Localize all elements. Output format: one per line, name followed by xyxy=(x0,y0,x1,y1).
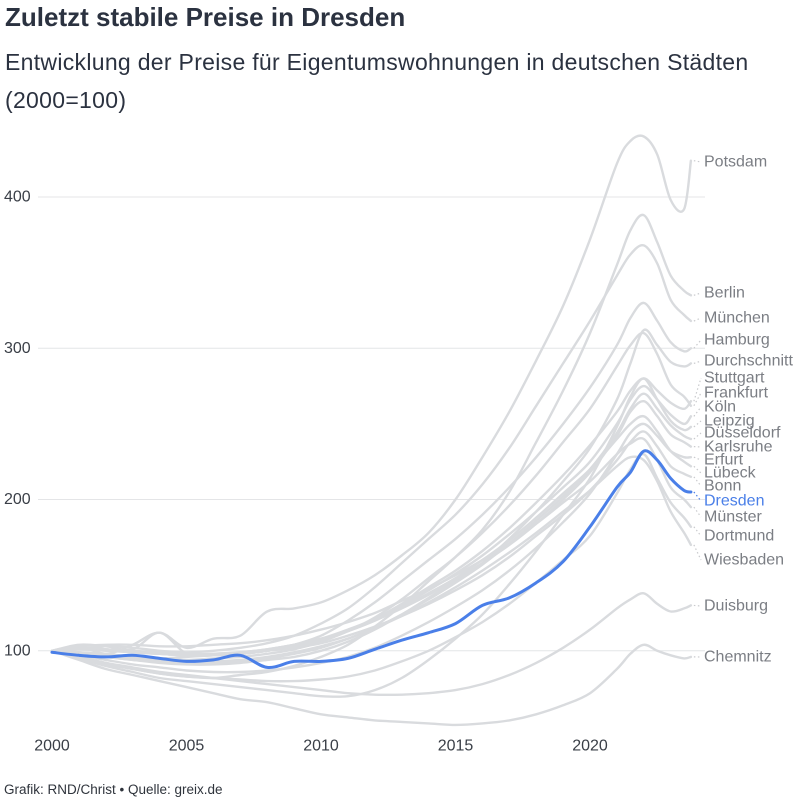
series-line-duesseldorf xyxy=(50,392,693,665)
label-leader-frankfurt xyxy=(693,392,702,407)
series-label-koeln: Köln xyxy=(704,399,736,416)
series-label-muenchen: München xyxy=(704,310,770,327)
series-line-potsdam xyxy=(50,134,693,656)
label-leader-luebeck xyxy=(693,465,702,474)
series-line-karlsruhe xyxy=(50,399,693,656)
label-leader-stuttgart xyxy=(693,377,702,402)
series-label-stuttgart: Stuttgart xyxy=(704,370,765,387)
series-label-wiesbaden: Wiesbaden xyxy=(704,552,784,569)
series-line-hamburg xyxy=(50,301,693,660)
series-labels: Potsdam Berlin München Hamburg DurchschnittS… xyxy=(704,154,793,666)
chart-subtitle: Entwicklung der Preise für Eigentumswohn… xyxy=(5,49,749,113)
series-lines xyxy=(50,134,693,727)
x-axis-labels: 2000 2005 2010 2015 2020 xyxy=(34,738,608,755)
series-label-erfurt: Erfurt xyxy=(704,452,744,469)
series-label-berlin: Berlin xyxy=(704,285,745,302)
series-label-karlsruhe: Karlsruhe xyxy=(704,439,773,456)
series-label-duisburg: Duisburg xyxy=(704,598,768,615)
series-line-berlin xyxy=(50,213,693,680)
y-tick-label: 400 xyxy=(4,189,31,206)
series-line-luebeck xyxy=(50,414,693,658)
series-line-leipzig xyxy=(50,377,693,698)
label-leader-koeln xyxy=(693,406,702,417)
label-leader-muenchen xyxy=(693,317,702,322)
series-label-bonn: Bonn xyxy=(704,478,741,495)
series-label-frankfurt: Frankfurt xyxy=(704,385,769,402)
label-leader-berlin xyxy=(693,292,702,296)
series-line-duisburg xyxy=(50,592,693,697)
chart-title: Zuletzt stabile Preise in Dresden xyxy=(5,2,406,32)
source-footer: Grafik: RND/Christ • Quelle: greix.de xyxy=(4,782,223,797)
x-tick-label: 2020 xyxy=(572,738,608,755)
series-line-muenster xyxy=(50,437,693,652)
label-leader-bonn xyxy=(693,476,702,487)
series-label-durchschnitt: Durchschnitt xyxy=(704,353,793,370)
series-label-dresden: Dresden xyxy=(704,493,764,510)
label-leader-dortmund xyxy=(693,526,702,537)
label-leaders xyxy=(693,160,702,658)
label-leader-potsdam xyxy=(693,160,702,163)
series-line-muenchen xyxy=(50,243,693,654)
label-leader-erfurt xyxy=(693,456,702,461)
y-axis-labels: 100 200 300 400 xyxy=(4,189,31,660)
series-label-dortmund: Dortmund xyxy=(704,528,774,545)
series-line-erfurt xyxy=(50,422,693,674)
y-tick-label: 300 xyxy=(4,340,31,357)
series-line-chemnitz xyxy=(50,643,693,727)
series-line-dresden xyxy=(50,449,693,669)
label-leader-hamburg xyxy=(693,339,702,349)
x-tick-label: 2010 xyxy=(303,738,339,755)
label-leader-leipzig xyxy=(693,420,702,428)
x-tick-label: 2005 xyxy=(169,738,205,755)
series-label-luebeck: Lübeck xyxy=(704,465,757,482)
label-leader-durchschnitt xyxy=(693,360,702,364)
label-leader-duisburg xyxy=(693,604,702,607)
series-label-potsdam: Potsdam xyxy=(704,154,767,171)
series-label-leipzig: Leipzig xyxy=(704,413,755,430)
label-leader-muenster xyxy=(693,506,702,518)
series-label-chemnitz: Chemnitz xyxy=(704,649,772,666)
series-label-hamburg: Hamburg xyxy=(704,332,770,349)
x-tick-label: 2000 xyxy=(34,738,70,755)
label-leader-wiesbaden xyxy=(693,544,702,561)
y-tick-label: 200 xyxy=(4,491,31,508)
series-label-duesseldorf: Düsseldorf xyxy=(704,425,781,442)
label-leader-duesseldorf xyxy=(693,432,702,440)
x-tick-label: 2015 xyxy=(438,738,474,755)
y-tick-label: 100 xyxy=(4,642,31,659)
series-label-muenster: Münster xyxy=(704,509,762,526)
